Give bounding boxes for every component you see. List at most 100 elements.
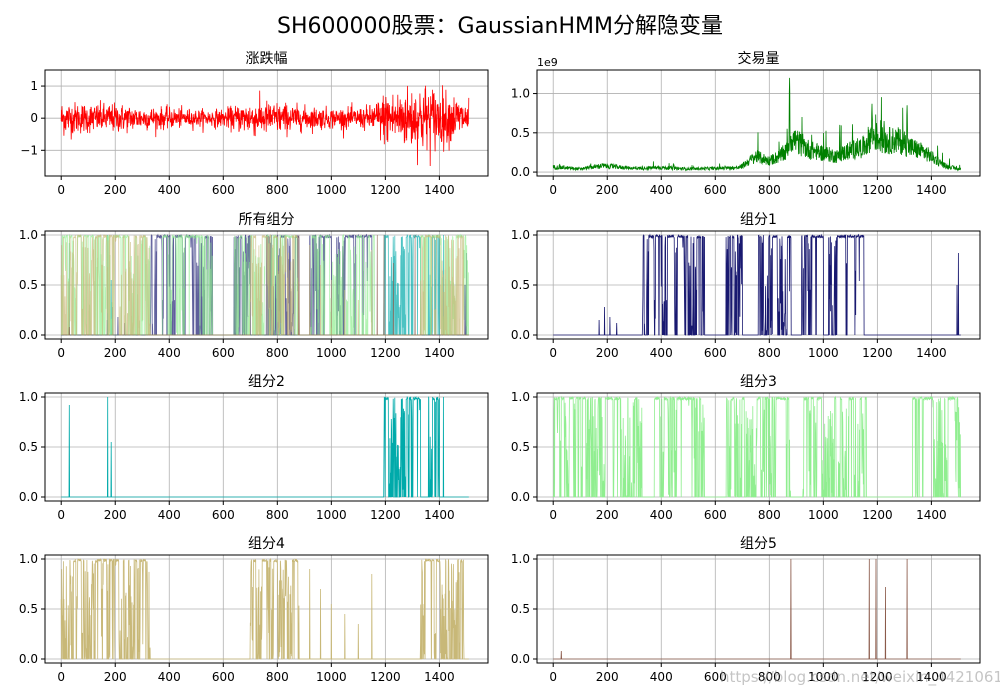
- y-tick-label: 0.5: [511, 278, 530, 292]
- x-tick-label: 1400: [424, 183, 455, 197]
- x-tick-label: 600: [212, 183, 235, 197]
- subplot-title: 组分4: [248, 536, 285, 552]
- x-tick-label: 0: [549, 670, 557, 684]
- subplot-title: 组分3: [740, 374, 777, 390]
- x-tick-label: 1200: [862, 346, 893, 360]
- subplot-title: 组分2: [248, 374, 285, 390]
- x-tick-label: 1400: [916, 508, 947, 522]
- series-line: [60, 85, 470, 167]
- subplot-title: 组分1: [740, 212, 777, 228]
- y-tick-label: 1: [30, 79, 38, 93]
- x-tick-label: 0: [57, 508, 65, 522]
- y-tick-label: 0.0: [511, 652, 530, 666]
- y-tick-label: 0.5: [511, 440, 530, 454]
- x-tick-label: 400: [158, 346, 181, 360]
- series-line: [553, 558, 961, 660]
- x-tick-label: 800: [758, 508, 781, 522]
- x-tick-label: 1000: [316, 346, 347, 360]
- x-tick-label: 1000: [316, 183, 347, 197]
- x-tick-label: 200: [596, 508, 619, 522]
- y-tick-label: 0: [30, 111, 38, 125]
- x-tick-label: 0: [57, 670, 65, 684]
- x-tick-label: 400: [650, 670, 673, 684]
- x-tick-label: 1200: [862, 670, 893, 684]
- x-tick-label: 1200: [862, 183, 893, 197]
- y-tick-label: 1.0: [19, 552, 38, 566]
- subplot-3: 0 200 400 600 800 1000 1200 1400 0.0 0.5 1.0 所有组分: [19, 212, 489, 360]
- x-tick-label: 200: [104, 183, 127, 197]
- x-tick-label: 1000: [808, 183, 839, 197]
- subplot-2: 0 200 400 600 800 1000 1200 1400 0.0 0.5 1.0 1e9 交易量: [511, 50, 981, 197]
- subplot-title: 组分5: [740, 536, 777, 552]
- subplot-8: 0 200 400 600 800 1000 1200 1400 0.0 0.5 1.0 组分5: [511, 536, 981, 684]
- y-tick-label: 1.0: [511, 390, 530, 404]
- y-tick-label: 0.0: [511, 165, 530, 179]
- x-tick-label: 400: [650, 183, 673, 197]
- y-tick-label: 1.0: [511, 552, 530, 566]
- x-tick-label: 600: [704, 346, 727, 360]
- x-tick-label: 400: [158, 183, 181, 197]
- y-tick-label: 1.0: [19, 228, 38, 242]
- x-tick-label: 800: [266, 670, 289, 684]
- axis-offset-label: 1e9: [537, 56, 558, 69]
- x-tick-label: 1000: [316, 670, 347, 684]
- series-line: [552, 77, 962, 172]
- x-tick-label: 0: [549, 183, 557, 197]
- y-tick-label: −1: [20, 143, 38, 157]
- x-tick-label: 200: [104, 508, 127, 522]
- y-tick-label: 0.5: [19, 278, 38, 292]
- x-tick-label: 1000: [316, 508, 347, 522]
- x-tick-label: 200: [104, 670, 127, 684]
- x-tick-label: 0: [549, 346, 557, 360]
- x-tick-label: 1400: [424, 670, 455, 684]
- y-tick-label: 0.0: [19, 328, 38, 342]
- x-tick-label: 1000: [808, 346, 839, 360]
- y-tick-label: 0.0: [511, 490, 530, 504]
- x-tick-label: 400: [158, 670, 181, 684]
- x-tick-label: 600: [212, 508, 235, 522]
- subplot-title: 交易量: [738, 50, 780, 67]
- subplot-6: 0 200 400 600 800 1000 1200 1400 0.0 0.5 1.0 组分3: [511, 374, 981, 522]
- x-tick-label: 1200: [370, 183, 401, 197]
- axes-frame: [536, 69, 981, 177]
- x-tick-label: 200: [596, 670, 619, 684]
- y-tick-label: 0.5: [19, 602, 38, 616]
- subplot-title: 所有组分: [239, 212, 295, 228]
- x-tick-label: 1400: [424, 508, 455, 522]
- subplot-title: 涨跌幅: [246, 51, 288, 67]
- x-tick-label: 1200: [862, 508, 893, 522]
- watermark-text: https://blog.csdn.net/weixin_44210615: [720, 668, 1000, 686]
- x-tick-label: 1200: [370, 508, 401, 522]
- x-tick-label: 800: [758, 346, 781, 360]
- x-tick-label: 600: [704, 508, 727, 522]
- x-tick-label: 0: [549, 508, 557, 522]
- x-tick-label: 400: [650, 508, 673, 522]
- x-tick-label: 0: [57, 183, 65, 197]
- x-tick-label: 1200: [370, 346, 401, 360]
- series-line: [552, 395, 961, 498]
- x-tick-label: 400: [650, 346, 673, 360]
- x-tick-label: 1400: [916, 346, 947, 360]
- x-tick-label: 800: [266, 183, 289, 197]
- subplot-1: 0 200 400 600 800 1000 1200 1400 −1 0 1 涨跌幅: [20, 51, 489, 197]
- y-tick-label: 0.5: [511, 126, 530, 140]
- x-tick-label: 1400: [424, 346, 455, 360]
- y-tick-label: 1.0: [511, 228, 530, 242]
- x-tick-label: 200: [104, 346, 127, 360]
- figure-suptitle: SH600000股票：GaussianHMM分解隐变量: [277, 14, 723, 39]
- series-line: [61, 395, 469, 498]
- y-tick-label: 0.0: [19, 490, 38, 504]
- y-tick-label: 1.0: [511, 87, 530, 101]
- y-tick-label: 0.5: [19, 440, 38, 454]
- y-tick-label: 1.0: [19, 390, 38, 404]
- y-tick-label: 0.5: [511, 602, 530, 616]
- x-tick-label: 1000: [808, 670, 839, 684]
- x-tick-label: 600: [704, 670, 727, 684]
- x-tick-label: 800: [266, 508, 289, 522]
- x-tick-label: 1400: [916, 183, 947, 197]
- x-tick-label: 800: [758, 670, 781, 684]
- x-tick-label: 1400: [916, 670, 947, 684]
- subplot-7: 0 200 400 600 800 1000 1200 1400 0.0 0.5 1.0 组分4: [19, 536, 489, 684]
- x-tick-label: 800: [758, 183, 781, 197]
